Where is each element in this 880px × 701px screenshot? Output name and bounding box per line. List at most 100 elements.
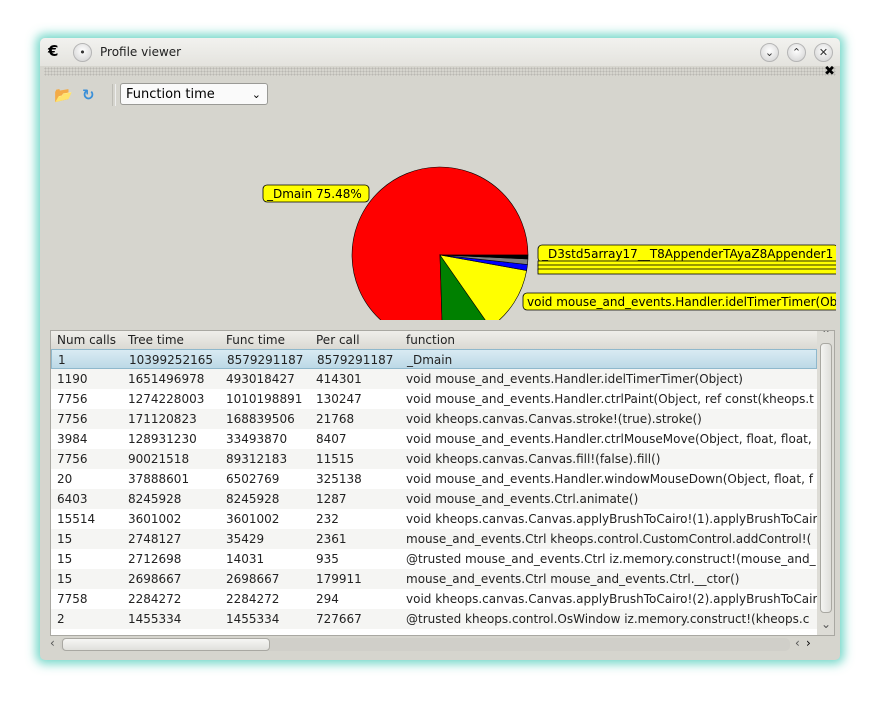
column-header-per-call[interactable]: Per call bbox=[316, 333, 360, 347]
window-title: Profile viewer bbox=[100, 45, 182, 59]
table-cell-per-call: 130247 bbox=[316, 392, 362, 406]
vertical-scrollbar[interactable]: ⌃ ⌄ bbox=[817, 331, 834, 635]
table-cell-per-call: 2361 bbox=[316, 532, 347, 546]
table-cell-function: void kheops.canvas.Canvas.fill!(false).f… bbox=[406, 452, 661, 466]
minimize-icon[interactable]: ⌄ bbox=[760, 43, 779, 62]
vertical-scroll-thumb[interactable] bbox=[820, 343, 832, 613]
toolbar-separator bbox=[112, 84, 116, 106]
table-cell-per-call: 232 bbox=[316, 512, 339, 526]
table-cell-func-time: 3601002 bbox=[226, 512, 280, 526]
table-header: Num calls Tree time Func time Per call f… bbox=[51, 331, 817, 350]
table-cell-function: void mouse_and_events.Handler.windowMous… bbox=[406, 472, 813, 486]
folder-open-icon[interactable]: 📂 bbox=[54, 86, 73, 104]
toolbar: 📂 ↻ Function time ⌄ bbox=[44, 78, 836, 110]
table-cell-per-call: 8407 bbox=[316, 432, 347, 446]
table-row[interactable]: 15 2698667 2698667 179911 mouse_and_events.C… bbox=[51, 569, 817, 589]
table-cell-per-call: 8579291187 bbox=[317, 353, 394, 367]
table-cell-tree-time: 128931230 bbox=[128, 432, 197, 446]
table-cell-func-time: 493018427 bbox=[226, 372, 295, 386]
svg-text:_Dmain 75.48%: _Dmain 75.48% bbox=[266, 187, 362, 201]
title-bar[interactable]: € • Profile viewer ⌄ ⌃ ✕ bbox=[40, 38, 840, 66]
table-cell-func-time: 1010198891 bbox=[226, 392, 303, 406]
table-row[interactable]: 15514 3601002 3601002 232 void kheops.canvas… bbox=[51, 509, 817, 529]
table-cell-num-calls: 7756 bbox=[57, 392, 88, 406]
svg-text:_D3std5array17__T8AppenderTAya: _D3std5array17__T8AppenderTAyaZ8Appender… bbox=[541, 247, 833, 261]
table-cell-func-time: 1455334 bbox=[226, 612, 280, 626]
table-row[interactable]: 3984 128931230 33493870 8407 void mouse_and_… bbox=[51, 429, 817, 449]
refresh-icon[interactable]: ↻ bbox=[82, 86, 95, 104]
table-row[interactable]: 7756 90021518 89312183 11515 void kheops.can… bbox=[51, 449, 817, 469]
column-header-func-time[interactable]: Func time bbox=[226, 333, 285, 347]
column-header-function[interactable]: function bbox=[406, 333, 456, 347]
close-icon[interactable]: ✕ bbox=[814, 43, 833, 62]
table-cell-function: void mouse_and_events.Handler.ctrlPaint(… bbox=[406, 392, 814, 406]
table-cell-func-time: 14031 bbox=[226, 552, 265, 566]
pin-icon[interactable]: • bbox=[73, 43, 92, 62]
table-cell-num-calls: 7756 bbox=[57, 452, 88, 466]
pie-slice[interactable] bbox=[439, 254, 529, 260]
table-cell-tree-time: 2748127 bbox=[128, 532, 182, 546]
table-cell-num-calls: 3984 bbox=[57, 432, 88, 446]
table-cell-per-call: 935 bbox=[316, 552, 339, 566]
table-cell-function: mouse_and_events.Ctrl kheops.control.Cus… bbox=[406, 532, 812, 546]
table-row[interactable]: 15 2712698 14031 935 @trusted mouse_and_even… bbox=[51, 549, 817, 569]
table-cell-tree-time: 90021518 bbox=[128, 452, 190, 466]
pie-slice-label: void mouse_and_events.Handler.idelTimerT… bbox=[522, 292, 836, 311]
splitter-handle[interactable] bbox=[40, 320, 840, 328]
table-cell-num-calls: 7758 bbox=[57, 592, 88, 606]
table-cell-num-calls: 15514 bbox=[57, 512, 96, 526]
table-cell-num-calls: 7756 bbox=[57, 412, 88, 426]
dock-close-icon[interactable]: ✖ bbox=[824, 64, 835, 79]
scroll-right-icon[interactable]: › bbox=[806, 636, 811, 650]
table-cell-num-calls: 6403 bbox=[57, 492, 88, 506]
column-header-num-calls[interactable]: Num calls bbox=[57, 333, 116, 347]
table-row[interactable]: 1190 1651496978 493018427 414301 void mouse_… bbox=[51, 369, 817, 389]
table-cell-function: void mouse_and_events.Handler.ctrlMouseM… bbox=[406, 432, 812, 446]
table-cell-tree-time: 2712698 bbox=[128, 552, 182, 566]
table-cell-num-calls: 15 bbox=[57, 572, 73, 586]
dock-title-handle[interactable] bbox=[44, 67, 836, 76]
table-cell-num-calls: 20 bbox=[57, 472, 73, 486]
table-cell-function: @trusted kheops.control.OsWindow iz.memo… bbox=[406, 612, 810, 626]
table-cell-tree-time: 2698667 bbox=[128, 572, 182, 586]
pie-slice[interactable] bbox=[351, 166, 529, 320]
table-cell-num-calls: 15 bbox=[57, 532, 73, 546]
table-row[interactable]: 2 1455334 1455334 727667 @trusted kheops.con… bbox=[51, 609, 817, 629]
table-cell-function: void kheops.canvas.Canvas.stroke!(true).… bbox=[406, 412, 702, 426]
scroll-up-icon[interactable]: ⌃ bbox=[821, 330, 832, 341]
pie-slice[interactable] bbox=[439, 254, 527, 320]
table-cell-per-call: 11515 bbox=[316, 452, 355, 466]
profile-viewer-window: € • Profile viewer ⌄ ⌃ ✕ ✖ 📂 ↻ Function … bbox=[40, 38, 840, 660]
table-cell-num-calls: 1190 bbox=[57, 372, 88, 386]
column-header-tree-time[interactable]: Tree time bbox=[128, 333, 184, 347]
table-cell-func-time: 89312183 bbox=[226, 452, 288, 466]
horizontal-scroll-thumb[interactable] bbox=[62, 638, 270, 651]
table-cell-func-time: 8579291187 bbox=[227, 353, 304, 367]
chevron-down-icon: ⌄ bbox=[251, 88, 261, 101]
table-row[interactable]: 20 37888601 6502769 325138 void mouse_and_ev… bbox=[51, 469, 817, 489]
scroll-left-icon[interactable]: ‹ bbox=[795, 636, 800, 650]
pie-chart-area: _Dmain 75.48% void mouse_and_events.Handl… bbox=[44, 110, 836, 320]
table-row[interactable]: 7756 1274228003 1010198891 130247 void mouse… bbox=[51, 389, 817, 409]
table-cell-tree-time: 8245928 bbox=[128, 492, 182, 506]
table-row[interactable]: 1 10399252165 8579291187 8579291187 _Dmain bbox=[51, 349, 817, 369]
horizontal-scrollbar[interactable]: ‹ ‹ › bbox=[50, 636, 833, 652]
maximize-icon[interactable]: ⌃ bbox=[787, 43, 806, 62]
table-row[interactable]: 15 2748127 35429 2361 mouse_and_events.Ctrl … bbox=[51, 529, 817, 549]
table-cell-tree-time: 3601002 bbox=[128, 512, 182, 526]
scroll-down-icon[interactable]: ⌄ bbox=[821, 617, 832, 631]
table-cell-function: mouse_and_events.Ctrl mouse_and_events.C… bbox=[406, 572, 740, 586]
table-row[interactable]: 6403 8245928 8245928 1287 void mouse_and_eve… bbox=[51, 489, 817, 509]
pie-slice-label: _D3std5array17__T8AppenderTAyaZ8Appender… bbox=[537, 244, 836, 263]
mode-select[interactable]: Function time ⌄ bbox=[120, 83, 268, 105]
table-cell-func-time: 8245928 bbox=[226, 492, 280, 506]
table-cell-tree-time: 37888601 bbox=[128, 472, 190, 486]
table-cell-tree-time: 1455334 bbox=[128, 612, 182, 626]
scroll-left-icon[interactable]: ‹ bbox=[50, 636, 55, 650]
app-logo-icon[interactable]: € bbox=[48, 42, 59, 60]
pie-chart: _Dmain 75.48% void mouse_and_events.Handl… bbox=[262, 166, 836, 320]
table-row[interactable]: 7758 2284272 2284272 294 void kheops.canvas.… bbox=[51, 589, 817, 609]
table-cell-per-call: 414301 bbox=[316, 372, 362, 386]
table-row[interactable]: 7756 171120823 168839506 21768 void kheops.c… bbox=[51, 409, 817, 429]
table-cell-func-time: 6502769 bbox=[226, 472, 280, 486]
